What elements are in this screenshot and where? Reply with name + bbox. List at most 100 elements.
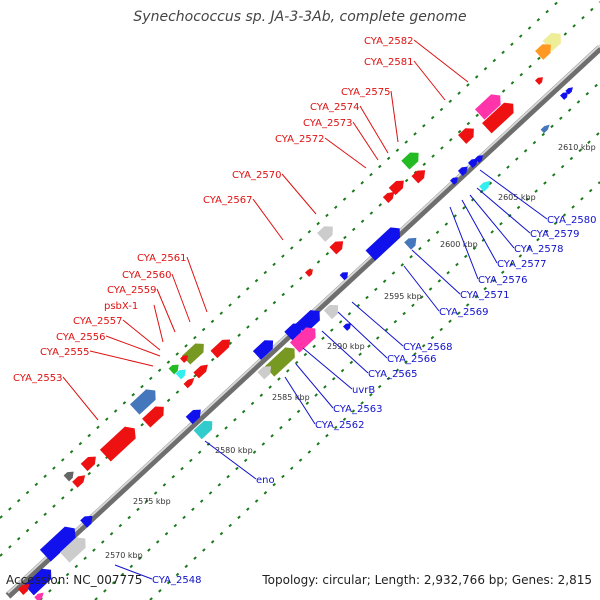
gene-label: CYA_2556 — [56, 332, 105, 343]
kbp-label: 2585 kbp — [272, 393, 310, 402]
leader-line — [295, 363, 334, 409]
gene-feature — [565, 87, 573, 95]
leader-line — [204, 440, 257, 480]
gene-feature — [17, 583, 30, 596]
gene-feature — [257, 366, 272, 380]
gene-feature — [59, 537, 86, 563]
map-title: Synechococcus sp. JA-3-3Ab, complete gen… — [133, 9, 467, 25]
gene-feature — [129, 389, 156, 415]
gene-feature — [289, 327, 316, 353]
accession-text: Accession: NC_007775 — [6, 573, 143, 587]
kbp-labels: 2570 kbp 2575 kbp 2580 kbp 2585 kbp 2590 kbp… — [105, 143, 596, 560]
leader-line — [281, 173, 317, 215]
gene-label: CYA_2571 — [460, 290, 509, 301]
gene-label: CYA_2568 — [403, 342, 452, 353]
leader-line — [171, 273, 191, 323]
gene-feature — [210, 339, 231, 359]
gene-feature — [482, 102, 514, 134]
gene-feature — [63, 471, 74, 482]
gene-feature — [284, 323, 302, 341]
leader-line — [156, 288, 176, 333]
gene-label: CYA_2581 — [364, 57, 413, 68]
gene-label: psbX-1 — [104, 301, 138, 312]
leader-line — [105, 335, 161, 357]
gene-feature — [99, 426, 136, 462]
gene-feature — [388, 180, 404, 196]
leader-line — [359, 105, 389, 154]
gene-feature — [193, 364, 208, 379]
gene-feature — [474, 94, 501, 120]
gene-feature — [305, 269, 313, 277]
gene-label: CYA_2555 — [40, 347, 89, 358]
gene-feature — [323, 304, 339, 320]
gene-feature — [542, 32, 561, 52]
leader-line — [324, 137, 367, 169]
kbp-label: 2570 kbp — [105, 551, 143, 560]
gene-feature — [168, 364, 179, 375]
gene-label: CYA_2570 — [232, 170, 281, 181]
gene-feature — [339, 272, 348, 281]
gene-feature — [185, 409, 201, 425]
leader-line — [186, 256, 208, 313]
leader-line — [390, 90, 399, 143]
gene-feature — [182, 343, 204, 365]
leader-line — [469, 194, 515, 249]
gene-label: uvrB — [352, 385, 375, 396]
gene-feature — [72, 475, 86, 488]
gene-label: CYA_2572 — [275, 134, 324, 145]
gene-label: CYA_2569 — [439, 307, 488, 318]
gene-label: CYA_2576 — [478, 275, 527, 286]
leader-line — [302, 347, 353, 390]
gene-feature — [535, 77, 543, 85]
leader-line — [89, 350, 154, 367]
gene-feature — [382, 191, 395, 204]
kbp-label: 2595 kbp — [384, 292, 422, 301]
gene-label: CYA_2557 — [73, 316, 122, 327]
gene-label: CYA_2553 — [13, 373, 62, 384]
gene-label: CYA_2559 — [107, 285, 156, 296]
gene-feature — [411, 170, 426, 184]
gene-label: CYA_2561 — [137, 253, 186, 264]
gene-feature — [252, 340, 274, 360]
gene-feature — [80, 456, 96, 472]
leader-line — [461, 199, 498, 264]
gene-feature — [329, 241, 344, 255]
leader-line — [337, 311, 388, 359]
gene-label: CYA_2562 — [315, 420, 364, 431]
gene-label: CYA_2567 — [203, 195, 252, 206]
leader-line — [411, 249, 461, 295]
kbp-label: 2610 kbp — [558, 143, 596, 152]
gene-feature — [193, 420, 213, 440]
leader-line — [403, 265, 440, 312]
leader-line — [351, 301, 404, 347]
gene-label: CYA_2574 — [310, 102, 359, 113]
gene-feature — [80, 515, 93, 528]
gene-features — [17, 32, 573, 600]
gene-label: CYA_2563 — [333, 404, 382, 415]
leader-line — [476, 187, 531, 234]
gene-label: CYA_2579 — [530, 229, 579, 240]
gene-label: CYA_2582 — [364, 36, 413, 47]
gene-feature — [479, 180, 491, 192]
leader-line — [321, 330, 369, 374]
kbp-label: 2600 kbp — [440, 240, 478, 249]
gene-feature — [343, 323, 351, 331]
gene-feature — [457, 166, 468, 176]
gene-feature — [142, 406, 164, 428]
leader-line — [122, 319, 161, 351]
genome-stats: Topology: circular; Length: 2,932,766 bp… — [262, 573, 592, 587]
bottom-labels: CYA_2580 CYA_2579 CYA_2578 CYA_2577 CYA_2576… — [114, 169, 596, 586]
kbp-label: 2575 kbp — [133, 497, 171, 506]
gene-label: CYA_2578 — [514, 244, 563, 255]
gene-label: CYA_2566 — [387, 354, 436, 365]
gene-feature — [560, 92, 568, 100]
gene-feature — [264, 347, 295, 377]
gene-label: eno — [256, 475, 275, 486]
leader-line — [153, 304, 164, 343]
gene-feature — [295, 310, 320, 334]
gene-feature — [34, 592, 44, 600]
gene-label: CYA_2580 — [547, 215, 596, 226]
gene-label: CYA_2548 — [152, 575, 201, 586]
